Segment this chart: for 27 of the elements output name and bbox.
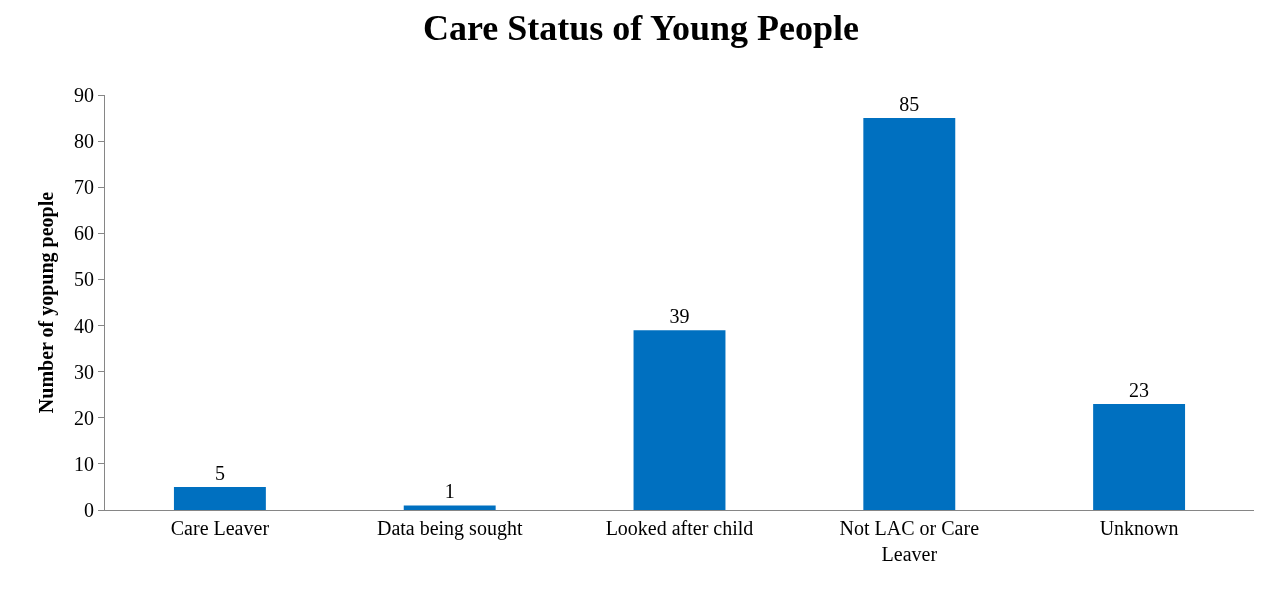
y-tick-label: 30 (74, 360, 94, 383)
bar (633, 330, 726, 510)
y-axis-title: Number of yopung people (34, 191, 58, 414)
x-tick-label: Data being sought (376, 517, 523, 540)
x-tick-label: Not LAC or Care Leaver (839, 517, 980, 565)
data-label: 85 (899, 93, 920, 116)
x-tick-label: Unknown (1099, 517, 1179, 539)
data-label: 23 (1129, 378, 1150, 401)
y-tick-label: 20 (74, 406, 94, 429)
data-label: 5 (214, 461, 225, 484)
data-label: 39 (669, 305, 690, 328)
data-label: 1 (444, 480, 455, 503)
x-tick-label: Looked after child (605, 517, 754, 539)
y-tick-label: 10 (74, 452, 94, 475)
y-tick-label: 70 (74, 176, 94, 199)
x-tick-label: Care Leaver (170, 517, 270, 539)
chart-title: Care Status of Young People (422, 8, 860, 49)
y-tick-label: 0 (84, 499, 94, 521)
y-tick-label: 40 (74, 314, 94, 337)
bar (403, 505, 496, 510)
bar (173, 486, 266, 510)
bar (863, 118, 956, 510)
bar (1093, 403, 1186, 510)
y-tick-label: 60 (74, 222, 94, 245)
y-tick-label: 90 (74, 84, 94, 106)
y-tick-label: 50 (74, 268, 94, 291)
y-tick-label: 80 (74, 130, 94, 153)
